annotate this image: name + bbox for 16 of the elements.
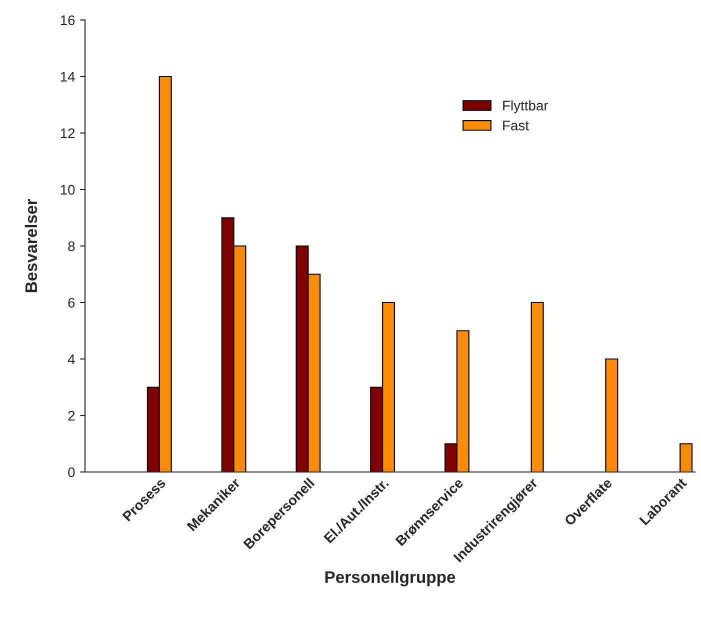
y-tick-label: 8 bbox=[68, 241, 75, 252]
y-tick-label: 0 bbox=[68, 467, 75, 478]
y-tick-label: 6 bbox=[68, 298, 75, 308]
bar bbox=[605, 358, 618, 472]
legend-label: Flyttbar bbox=[503, 100, 548, 114]
y-tick-label: 12 bbox=[60, 128, 75, 138]
y-tick-label: 4 bbox=[68, 354, 75, 364]
bar bbox=[680, 443, 693, 472]
bar bbox=[530, 302, 544, 472]
y-tick-label: 14 bbox=[60, 72, 75, 82]
x-axis-title: Personellgruppe bbox=[325, 570, 456, 586]
legend-label: Fast bbox=[503, 120, 529, 130]
y-tick-label: 2 bbox=[68, 410, 75, 421]
y-tick-label: 16 bbox=[60, 15, 75, 26]
y-tick-label: 10 bbox=[60, 184, 75, 195]
y-axis-title: Besvarelser bbox=[24, 198, 38, 292]
